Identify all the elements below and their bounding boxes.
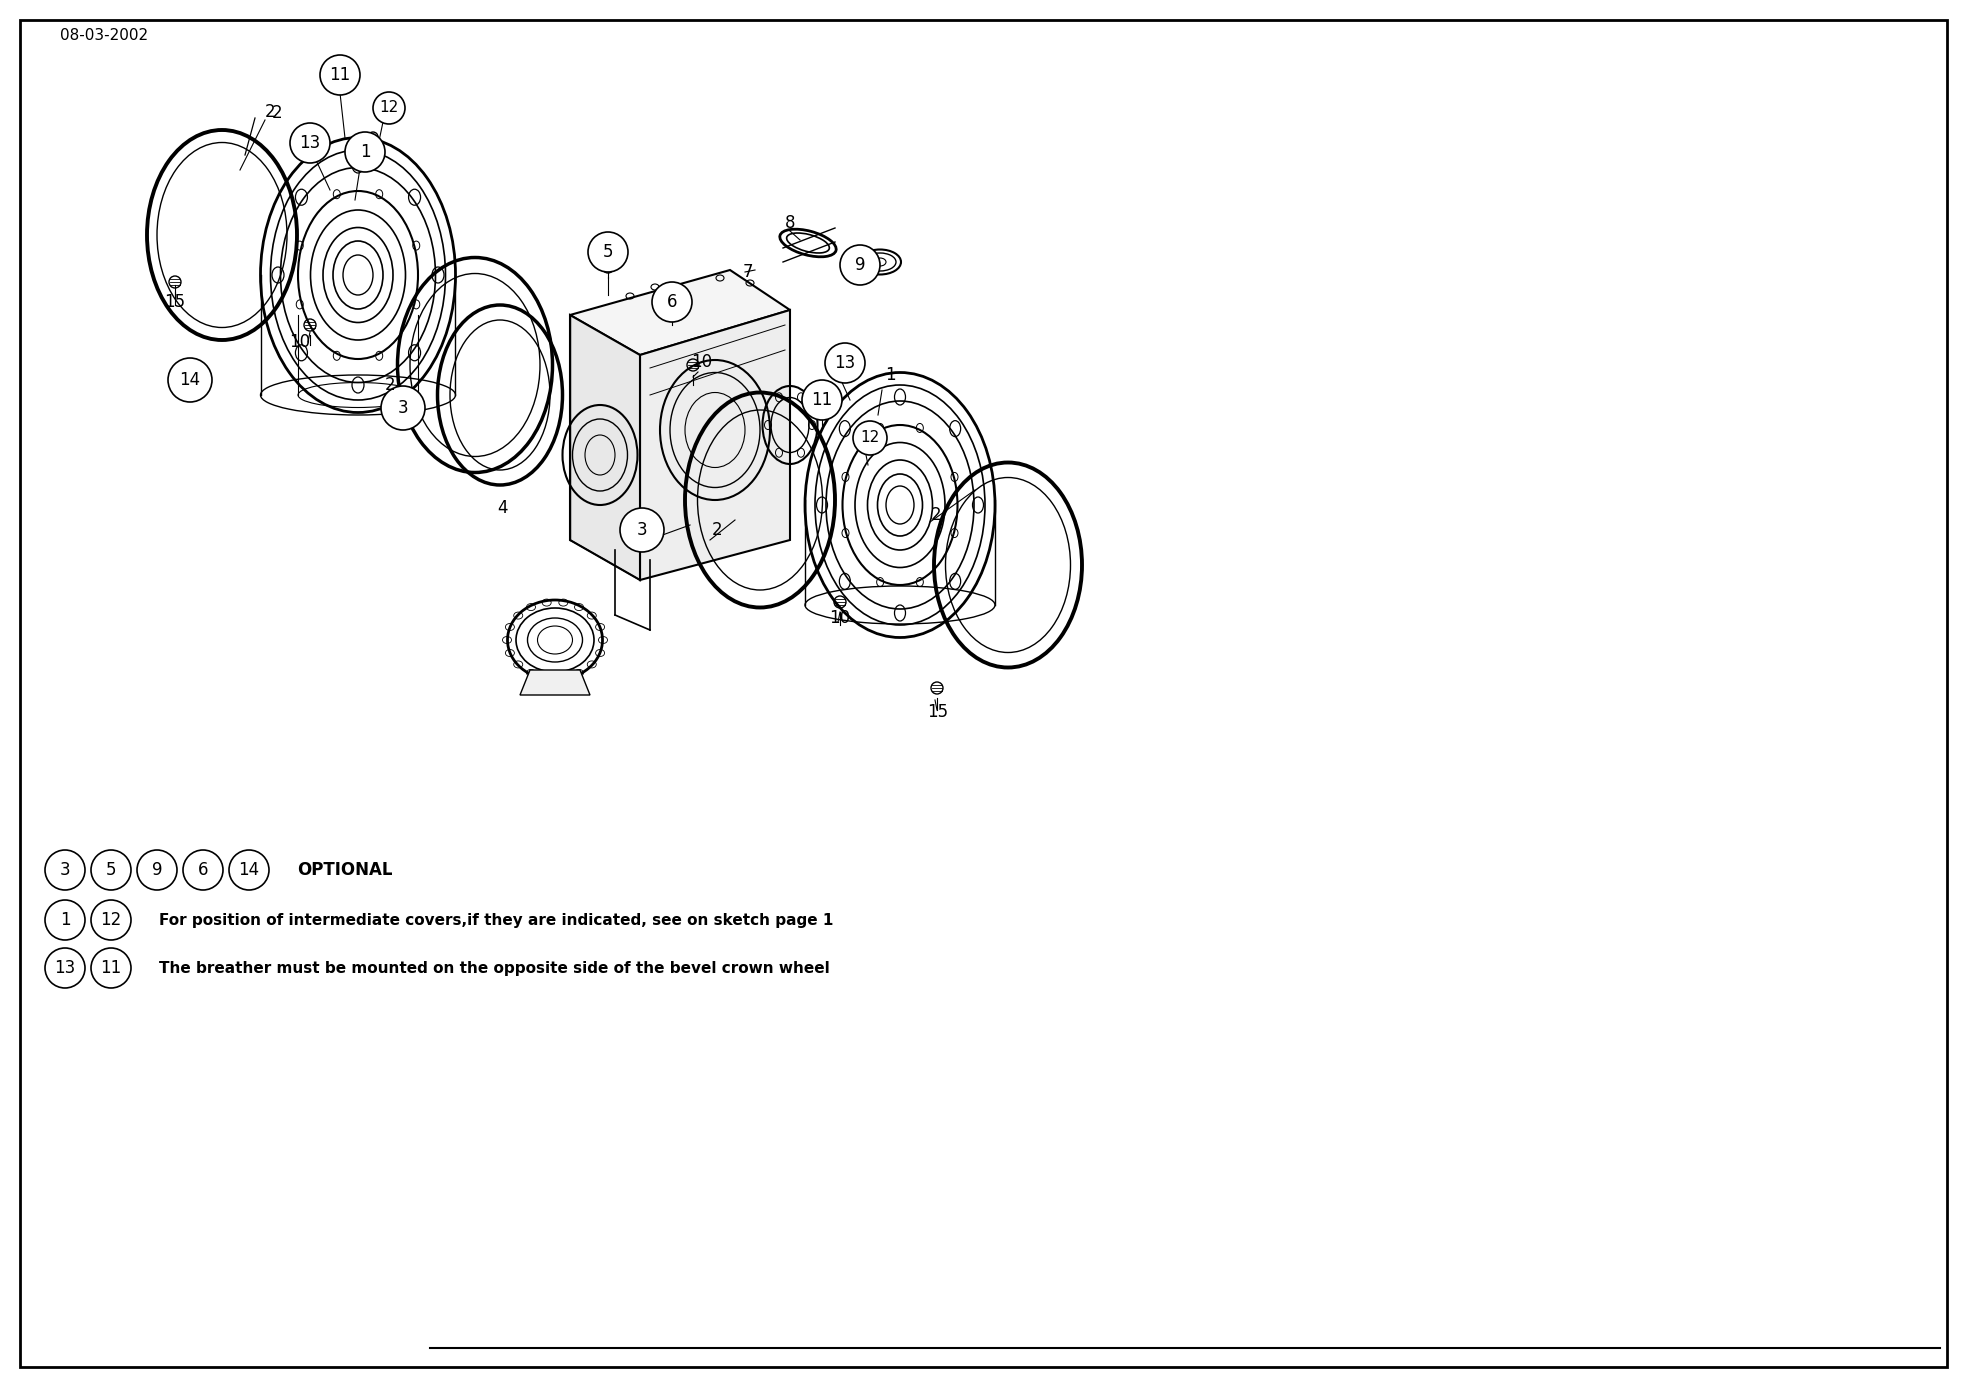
Circle shape [289, 123, 330, 164]
Text: 10: 10 [692, 354, 712, 370]
Text: 12: 12 [380, 100, 399, 115]
Text: 5: 5 [602, 243, 614, 261]
Circle shape [90, 900, 132, 940]
Polygon shape [519, 670, 590, 695]
Circle shape [45, 850, 85, 890]
Circle shape [588, 232, 627, 272]
Text: 5: 5 [106, 861, 116, 879]
Text: 2: 2 [712, 522, 722, 540]
Text: 15: 15 [165, 293, 185, 311]
Text: 11: 11 [328, 67, 350, 85]
Circle shape [382, 386, 425, 430]
Circle shape [620, 508, 665, 552]
Circle shape [854, 422, 887, 455]
Text: 2: 2 [930, 506, 942, 524]
Circle shape [167, 358, 212, 402]
Text: 12: 12 [100, 911, 122, 929]
Circle shape [374, 92, 405, 123]
Circle shape [824, 343, 865, 383]
Circle shape [803, 380, 842, 420]
Text: 1: 1 [360, 143, 370, 161]
Circle shape [344, 132, 386, 172]
Circle shape [45, 900, 85, 940]
Text: 9: 9 [151, 861, 161, 879]
Text: 1: 1 [59, 911, 71, 929]
Text: 8: 8 [785, 214, 795, 232]
Text: 12: 12 [860, 430, 879, 445]
Text: 1: 1 [885, 366, 895, 384]
Circle shape [90, 850, 132, 890]
Circle shape [228, 850, 269, 890]
Polygon shape [639, 311, 791, 580]
Text: 10: 10 [830, 609, 850, 627]
Polygon shape [570, 315, 639, 580]
Text: For position of intermediate covers,if they are indicated, see on sketch page 1: For position of intermediate covers,if t… [159, 913, 834, 928]
Circle shape [651, 282, 692, 322]
Text: 6: 6 [667, 293, 677, 311]
Text: 14: 14 [238, 861, 260, 879]
Circle shape [138, 850, 177, 890]
Polygon shape [570, 270, 791, 355]
Text: OPTIONAL: OPTIONAL [297, 861, 393, 879]
Text: 3: 3 [637, 522, 647, 540]
Text: 9: 9 [856, 257, 865, 275]
Text: 6: 6 [199, 861, 209, 879]
Text: 3: 3 [59, 861, 71, 879]
Circle shape [183, 850, 222, 890]
Text: 2: 2 [266, 103, 275, 121]
Text: 13: 13 [55, 958, 75, 976]
Circle shape [90, 947, 132, 988]
Circle shape [321, 55, 360, 94]
Text: 14: 14 [179, 370, 201, 388]
Text: The breather must be mounted on the opposite side of the bevel crown wheel: The breather must be mounted on the oppo… [159, 961, 830, 975]
Circle shape [840, 245, 879, 284]
Text: 3: 3 [397, 399, 409, 417]
Text: 4: 4 [498, 499, 507, 517]
Text: 7: 7 [744, 264, 753, 282]
Text: 2: 2 [386, 376, 395, 394]
Text: 11: 11 [100, 958, 122, 976]
Text: 15: 15 [926, 703, 948, 721]
Text: 2: 2 [271, 104, 283, 122]
Text: 13: 13 [299, 135, 321, 153]
Text: 13: 13 [834, 354, 856, 372]
Text: 11: 11 [810, 391, 832, 409]
Circle shape [45, 947, 85, 988]
Text: 10: 10 [289, 333, 311, 351]
Text: 08-03-2002: 08-03-2002 [61, 28, 148, 43]
